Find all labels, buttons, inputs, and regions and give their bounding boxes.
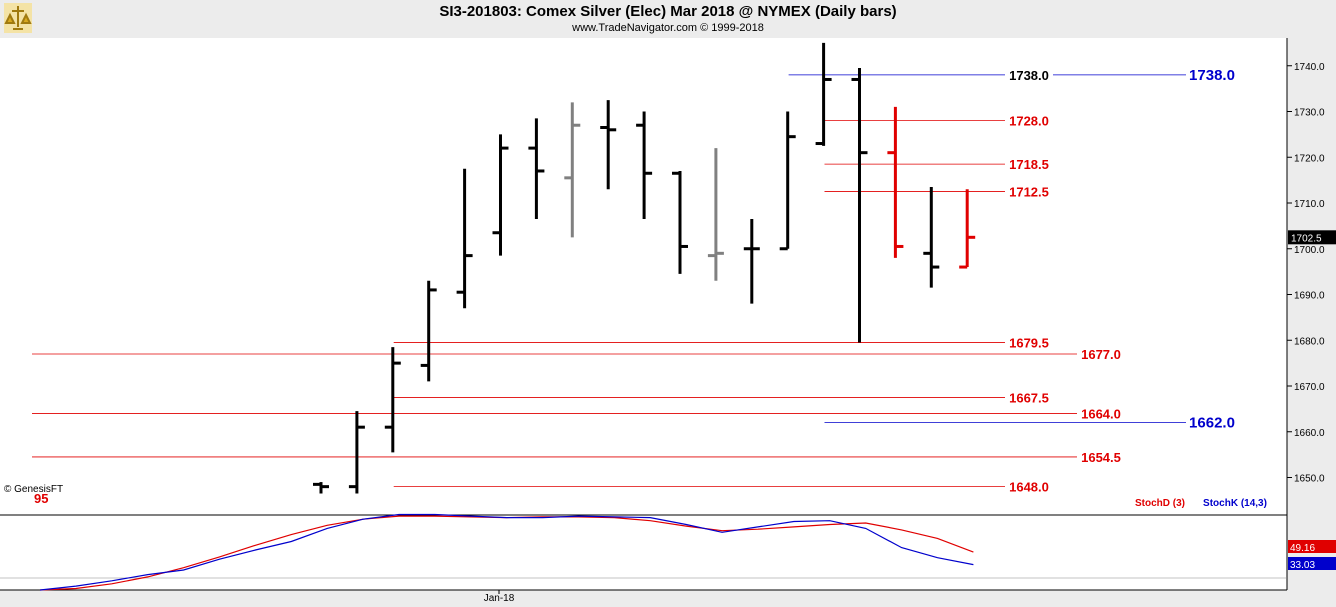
y-tick-label: 1730.0 xyxy=(1294,108,1325,119)
x-tick-label: Jan-18 xyxy=(484,593,515,604)
stochk-last-value: 33.03 xyxy=(1290,560,1315,571)
price-axis-background xyxy=(1287,38,1336,590)
y-tick-label: 1740.0 xyxy=(1294,62,1325,73)
stochd-last-value-box xyxy=(1288,540,1336,553)
last-price-box xyxy=(1288,230,1336,245)
y-tick-label: 1710.0 xyxy=(1294,199,1325,210)
level-label: 1738.0 xyxy=(1009,68,1049,83)
y-tick-label: 1690.0 xyxy=(1294,291,1325,302)
stochastic-upper-label: 95 xyxy=(34,491,48,506)
chart-subtitle: www.TradeNavigator.com © 1999-2018 xyxy=(572,22,764,34)
level-label: 1677.0 xyxy=(1081,347,1121,362)
chart-title: SI3-201803: Comex Silver (Elec) Mar 2018… xyxy=(439,3,897,20)
chart-header: SI3-201803: Comex Silver (Elec) Mar 2018… xyxy=(0,0,1336,38)
level-label: 1718.5 xyxy=(1009,157,1049,172)
legend-entry: StochK (14,3) xyxy=(1203,498,1267,509)
level-label: 1667.5 xyxy=(1009,390,1049,405)
last-price-label: 1702.5 xyxy=(1291,233,1322,244)
copyright-label: © GenesisFT xyxy=(4,484,63,495)
y-tick-label: 1670.0 xyxy=(1294,382,1325,393)
legend-entry: StochD (3) xyxy=(1135,498,1185,509)
level-label: 1679.5 xyxy=(1009,336,1049,351)
trade-navigator-logo-icon xyxy=(4,3,32,33)
y-tick-label: 1680.0 xyxy=(1294,336,1325,347)
price-pane-background xyxy=(0,38,1287,515)
level-label: 1662.0 xyxy=(1189,415,1235,432)
y-tick-label: 1660.0 xyxy=(1294,428,1325,439)
stochd-last-value: 49.16 xyxy=(1290,543,1315,554)
level-label: 1654.5 xyxy=(1081,450,1121,465)
y-tick-label: 1700.0 xyxy=(1294,245,1325,256)
level-label: 1648.0 xyxy=(1009,480,1049,495)
level-label: 1712.5 xyxy=(1009,185,1049,200)
stochastic-series-line xyxy=(39,513,974,591)
y-tick-label: 1720.0 xyxy=(1294,153,1325,164)
level-label: 1728.0 xyxy=(1009,114,1049,129)
level-label: 1664.0 xyxy=(1081,406,1121,421)
y-tick-label: 1650.0 xyxy=(1294,474,1325,485)
level-label: 1738.0 xyxy=(1189,67,1235,84)
stochastic-pane-background xyxy=(0,515,1287,590)
stochk-last-value-box xyxy=(1288,557,1336,570)
